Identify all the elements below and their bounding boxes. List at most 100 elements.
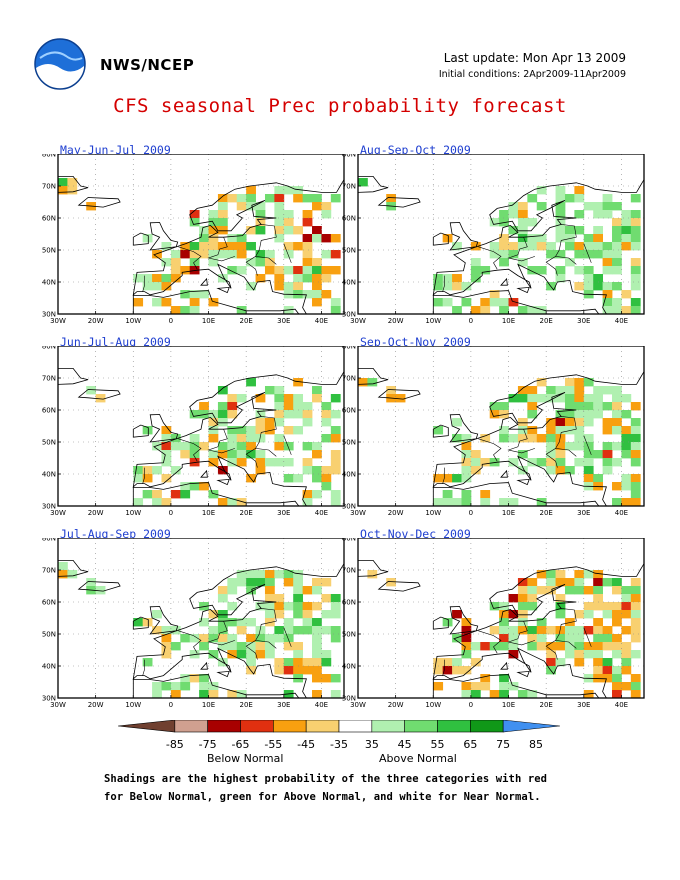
prob-cell <box>564 626 575 635</box>
lat-tick-label: 60N <box>42 599 56 607</box>
prob-cell <box>630 426 641 435</box>
prob-cell <box>555 410 566 419</box>
prob-cell <box>517 218 528 227</box>
prob-cell <box>255 250 266 259</box>
prob-cell <box>170 442 181 451</box>
prob-cell <box>612 578 622 587</box>
prob-cell <box>217 618 228 627</box>
prob-cell <box>217 194 228 203</box>
prob-cell <box>583 242 594 251</box>
prob-cell <box>321 290 332 299</box>
prob-cell <box>161 442 172 451</box>
prob-cell <box>227 642 238 651</box>
prob-cell <box>583 394 594 403</box>
prob-cell <box>321 674 332 683</box>
coastline <box>358 176 389 193</box>
prob-cell <box>321 474 332 483</box>
prob-cell <box>499 674 509 683</box>
coastline <box>449 414 479 443</box>
prob-cell <box>152 282 162 291</box>
lon-tick-label: 10W <box>425 317 441 325</box>
prob-cell <box>583 202 594 211</box>
coastline <box>132 424 149 438</box>
prob-cell <box>208 434 219 443</box>
prob-cell <box>489 298 500 307</box>
prob-cell <box>293 426 304 435</box>
prob-cell <box>293 402 304 411</box>
lat-tick-label: 40N <box>42 471 56 479</box>
prob-cell <box>602 266 613 275</box>
prob-cell <box>330 410 341 419</box>
lat-tick-label: 30N <box>42 311 56 319</box>
prob-cell <box>433 474 444 483</box>
prob-cell <box>274 194 285 203</box>
prob-cell <box>312 618 322 627</box>
last-update: Last update: Mon Apr 13 2009 <box>443 51 626 65</box>
prob-cell <box>564 378 575 387</box>
prob-cell <box>602 282 613 291</box>
prob-cell <box>480 498 491 506</box>
prob-cell <box>321 466 332 475</box>
prob-cell <box>555 570 566 579</box>
prob-cell <box>536 242 547 251</box>
prob-cell <box>508 594 519 603</box>
prob-cell <box>612 386 622 395</box>
prob-cell <box>452 634 462 643</box>
prob-cell <box>621 234 632 243</box>
prob-cell <box>246 258 256 267</box>
prob-cell <box>330 434 341 443</box>
prob-cell <box>293 570 304 579</box>
prob-cell <box>293 186 304 195</box>
prob-cell <box>386 578 397 587</box>
prob-cell <box>227 634 238 643</box>
prob-cell <box>161 458 172 467</box>
prob-cell <box>555 578 566 587</box>
prob-cell <box>621 650 632 659</box>
map-frame <box>57 154 345 315</box>
prob-cell <box>583 250 594 259</box>
prob-cell <box>283 282 294 291</box>
prob-cell <box>583 610 594 619</box>
coastline <box>149 606 179 635</box>
prob-cell <box>583 570 594 579</box>
prob-cell <box>621 442 632 451</box>
prob-cell <box>293 642 304 651</box>
prob-cell <box>630 242 641 251</box>
prob-cell <box>536 586 547 595</box>
prob-cell <box>264 426 275 435</box>
prob-cell <box>470 458 481 467</box>
prob-cell <box>602 634 613 643</box>
country-border <box>478 246 502 270</box>
prob-cell <box>255 570 266 579</box>
prob-cell <box>199 250 209 259</box>
prob-cell <box>527 602 538 611</box>
lon-tick-label: 30E <box>277 317 290 325</box>
prob-cell <box>236 202 247 211</box>
prob-cell <box>330 498 341 506</box>
prob-cell <box>170 266 181 275</box>
country-border <box>545 256 558 276</box>
prob-cell <box>499 234 509 243</box>
prob-cell <box>386 386 397 395</box>
prob-cell <box>283 410 294 419</box>
prob-cell <box>283 618 294 627</box>
prob-cell <box>236 442 247 451</box>
prob-cell <box>536 266 547 275</box>
prob-cell <box>227 618 238 627</box>
prob-cell <box>612 426 622 435</box>
prob-cell <box>180 450 191 459</box>
prob-cell <box>283 242 294 251</box>
country-border <box>207 237 235 262</box>
prob-cell <box>189 482 200 491</box>
prob-cell <box>283 474 294 483</box>
lon-tick-label: 10E <box>502 317 515 325</box>
prob-cell <box>630 442 641 451</box>
prob-cell <box>227 578 238 587</box>
lat-tick-label: 50N <box>42 631 56 639</box>
prob-cell <box>293 194 304 203</box>
prob-cell <box>330 266 341 275</box>
prob-cell <box>142 618 153 627</box>
prob-cell <box>630 226 641 235</box>
prob-cell <box>274 394 285 403</box>
